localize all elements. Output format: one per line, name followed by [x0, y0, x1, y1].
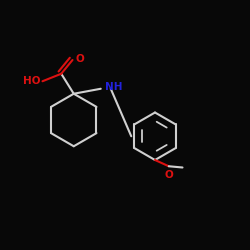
Text: O: O: [76, 54, 85, 64]
Text: HO: HO: [23, 76, 40, 86]
Text: NH: NH: [105, 82, 122, 92]
Text: O: O: [165, 170, 173, 180]
